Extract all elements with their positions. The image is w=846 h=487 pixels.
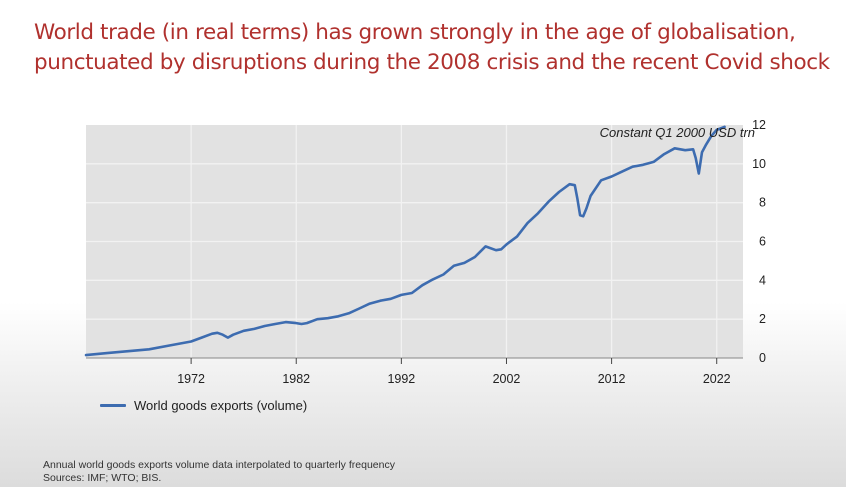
y-tick-label-0: 0 <box>759 351 766 365</box>
series-group <box>84 125 726 357</box>
y-tick-label-12: 12 <box>752 118 766 132</box>
legend-swatch <box>100 404 126 407</box>
legend-label: World goods exports (volume) <box>134 398 308 413</box>
x-tick-label-2012: 2012 <box>598 372 626 386</box>
footnote: Annual world goods exports volume data i… <box>43 459 395 484</box>
x-axis: 1972 1982 1992 2002 2012 2022 <box>86 357 743 386</box>
y-tick-label-2: 2 <box>759 312 766 326</box>
x-tick-label-1992: 1992 <box>387 372 415 386</box>
slide-title-line-1: World trade (in real terms) has grown st… <box>34 20 796 45</box>
x-tick-label-1982: 1982 <box>282 372 310 386</box>
y-tick-label-4: 4 <box>759 273 766 287</box>
y-axis: 0 2 4 6 8 10 12 <box>752 118 766 365</box>
series-line-0 <box>84 125 726 357</box>
y-tick-label-6: 6 <box>759 235 766 249</box>
x-tick-label-2002: 2002 <box>493 372 521 386</box>
gridlines <box>86 125 743 358</box>
slide-title-line-2: punctuated by disruptions during the 200… <box>34 50 830 75</box>
slide-title: World trade (in real terms) has grown st… <box>34 18 834 78</box>
y-tick-label-10: 10 <box>752 157 766 171</box>
x-tick-label-1972: 1972 <box>177 372 205 386</box>
footnote-sources: Sources: IMF; WTO; BIS. <box>43 471 162 484</box>
footnote-note: Annual world goods exports volume data i… <box>43 459 395 471</box>
y-tick-label-8: 8 <box>759 196 766 210</box>
y-axis-unit-label: Constant Q1 2000 USD trn <box>600 125 755 140</box>
x-tick-label-2022: 2022 <box>703 372 731 386</box>
legend: World goods exports (volume) <box>100 398 307 413</box>
